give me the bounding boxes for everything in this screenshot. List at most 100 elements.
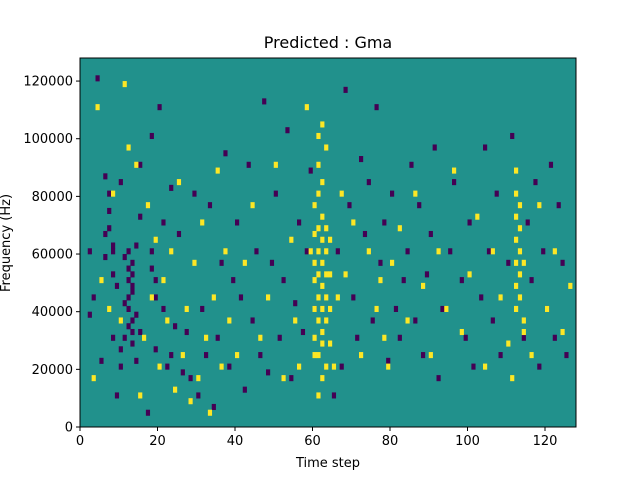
heatmap-cell-low [130,340,135,347]
heatmap-cell-low [436,375,441,382]
heatmap-cell-high [273,161,278,168]
heatmap-cell-high [537,202,542,209]
heatmap-cell-high [242,259,247,266]
heatmap-cell-high [153,236,158,243]
heatmap-cell-high [219,363,224,370]
heatmap-cell-high [328,305,333,312]
heatmap-cell-low [510,132,515,140]
heatmap-cell-low [111,248,116,255]
heatmap-cell-high [312,202,317,209]
heatmap-cell-high [335,294,340,301]
heatmap-cell-high [316,294,321,301]
heatmap-cell-high [552,248,557,255]
heatmap-cell-low [432,144,437,151]
heatmap-cell-high [157,363,162,370]
heatmap-cell-high [227,317,232,324]
heatmap-cell-high [316,225,321,232]
heatmap-cell-low [223,150,228,157]
heatmap-cell-low [184,328,189,336]
heatmap-cell-low [87,311,92,318]
heatmap-cell-high [320,282,325,289]
heatmap-cell-low [196,392,201,399]
heatmap-cell-high [366,248,371,255]
heatmap-cell-high [266,294,271,301]
heatmap-cell-low [521,334,526,341]
heatmap-cell-low [157,104,162,111]
heatmap-cell-low [95,75,100,82]
heatmap-cell-low [130,328,135,336]
y-tick-label: 20000 [32,363,73,378]
heatmap-cell-low [130,317,135,324]
heatmap-cell-high [91,375,96,382]
heatmap-cell-low [424,271,430,278]
heatmap-cell-low [130,259,135,266]
heatmap-cell-high [215,167,220,174]
x-axis: 0 20 40 60 80 100 120 [76,427,557,449]
heatmap-cell-low [506,259,511,266]
heatmap-cell-high [436,248,441,255]
heatmap-cell-high [312,230,317,238]
heatmap-cell-high [324,363,329,370]
heatmap-cell-low [145,409,151,416]
heatmap-cell-low [537,363,542,370]
heatmap-cell-low [471,363,476,370]
heatmap-cell-high [176,179,182,186]
heatmap-cell-low [401,277,406,284]
heatmap-cell-high [490,248,495,255]
heatmap-cell-high [316,132,321,140]
heatmap-cell-low [134,242,139,249]
heatmap-cell-low [149,248,154,255]
heatmap-cell-high [149,294,154,301]
heatmap-cell-high [223,248,228,255]
heatmap-cell-high [122,81,127,88]
heatmap-cell-low [331,392,337,399]
heatmap-cell-high [529,352,534,359]
heatmap-cell-high [312,259,317,266]
heatmap-cell-high [498,294,503,301]
y-tick-label: 0 [65,421,73,436]
heatmap-cell-high [339,190,344,197]
heatmap-cell-low [254,248,259,255]
heatmap-cell-low [463,334,468,341]
heatmap-cell-low [130,288,135,295]
heatmap-cell-low [304,248,309,255]
heatmap-cell-high [281,375,286,382]
heatmap-cell-low [111,242,116,249]
heatmap-cell-low [390,190,395,197]
heatmap-cell-low [300,328,306,336]
heatmap-cell-high [142,334,147,341]
heatmap-cell-low [362,230,368,238]
heatmap-cell-low [428,230,433,238]
heatmap-cell-low [130,282,135,289]
chart-title: Predicted : Gma [264,33,392,52]
heatmap-cell-low [118,346,123,353]
heatmap-cell-high [351,219,356,226]
heatmap-cell-low [529,277,534,284]
heatmap-cell-low [335,248,340,255]
heatmap-cell-low [153,346,158,353]
heatmap-cell-low [560,259,565,266]
heatmap-cell-low [126,265,131,272]
heatmap-cell-high [517,225,523,232]
heatmap-cell-low [366,179,371,186]
heatmap-cell-low [188,375,193,382]
heatmap-cell-low [467,219,472,226]
heatmap-cell-high [517,202,523,209]
heatmap-cell-high [428,352,433,359]
heatmap-cell-high [514,213,519,220]
x-tick-label: 100 [455,434,480,449]
heatmap-cell-high [514,282,519,289]
heatmap-cell-high [459,328,464,336]
heatmap-cell-low [173,323,178,330]
heatmap-cell-low [169,352,174,359]
heatmap-cell-high [304,104,309,111]
heatmap-cell-low [227,363,232,370]
heatmap-cell-high [517,271,523,278]
heatmap-cell-high [405,317,410,324]
heatmap-cell-high [320,305,325,312]
x-axis-label: Time step [295,456,360,471]
x-tick-label: 20 [149,434,166,449]
heatmap-cell-high [324,144,329,151]
heatmap-cell-low [289,375,294,382]
heatmap-cell-low [122,300,127,307]
